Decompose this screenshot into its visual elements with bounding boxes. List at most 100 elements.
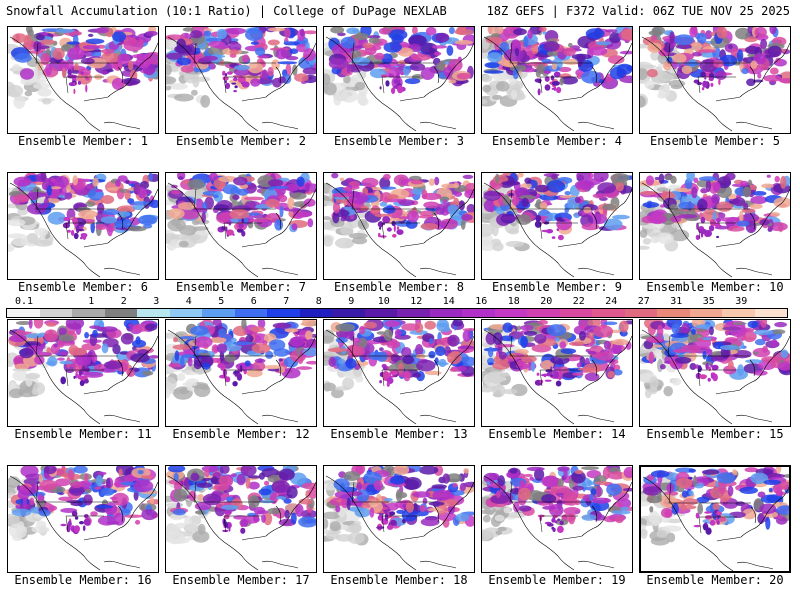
ensemble-member-caption: Ensemble Member: 20	[646, 573, 784, 587]
light-snow-area	[8, 233, 26, 239]
snowfall-area	[719, 54, 738, 67]
snowfall-area	[581, 514, 597, 521]
snowfall-area	[285, 350, 291, 354]
snowfall-area	[168, 362, 182, 368]
legend-swatch	[202, 309, 235, 317]
snowfall-area	[725, 173, 736, 181]
legend-swatch	[722, 309, 755, 317]
light-snow-area	[166, 376, 177, 391]
light-snow-area	[658, 73, 674, 82]
snowfall-area	[408, 35, 427, 47]
legend-tick-label: 18	[507, 296, 520, 307]
snowfall-area	[453, 191, 463, 197]
mountain-snow-area	[557, 224, 560, 228]
mountain-snow-area	[226, 229, 234, 236]
snowfall-area	[252, 361, 266, 372]
light-snow-area	[482, 384, 496, 393]
snowfall-area	[401, 347, 412, 358]
legend-swatch	[754, 309, 787, 317]
snowfall-area	[621, 28, 632, 41]
snowfall-area	[348, 491, 363, 496]
mountain-snow-area	[551, 87, 556, 90]
coastline	[325, 475, 474, 571]
snowfall-area	[761, 183, 774, 189]
snowfall-area	[226, 496, 234, 503]
ensemble-member-caption: Ensemble Member: 12	[172, 427, 310, 441]
map-title: Snowfall Accumulation (10:1 Ratio) | Col…	[6, 4, 447, 18]
snowfall-area	[38, 474, 43, 483]
ensemble-member-map	[481, 319, 633, 427]
snowfall-area	[732, 322, 747, 325]
mountain-snow-area	[704, 77, 707, 80]
snowfall-area	[428, 178, 435, 186]
light-snow-area	[657, 232, 674, 245]
snowfall-area	[112, 31, 127, 42]
snowfall-area	[741, 213, 760, 223]
snowfall-area	[194, 510, 206, 515]
light-snow-area	[27, 232, 39, 244]
snowfall-area	[250, 78, 261, 87]
snowfall-area	[91, 353, 98, 363]
mountain-snow-area	[76, 225, 80, 234]
snowfall-area	[177, 202, 197, 210]
legend-tick-label: 0.1	[14, 296, 34, 307]
snowfall-area	[750, 60, 758, 69]
snowfall-area	[672, 53, 687, 63]
legend-tick-label: 10	[377, 296, 390, 307]
snowfall-area	[741, 208, 756, 214]
snowfall-area	[258, 488, 272, 496]
snowfall-area	[543, 41, 560, 52]
snowfall-area	[141, 509, 158, 521]
light-snow-area	[166, 64, 172, 76]
snowfall-area	[250, 41, 259, 45]
legend-swatch	[689, 309, 722, 317]
snowfall-area	[411, 188, 425, 195]
snowfall-area	[487, 52, 503, 63]
mountain-snow-area	[716, 217, 721, 223]
snowfall-area	[558, 66, 572, 73]
snowfall-area	[606, 483, 622, 496]
snowfall-area	[614, 515, 624, 524]
snowfall-map-svg	[482, 27, 632, 132]
snowfall-area	[563, 47, 576, 57]
snowfall-area	[246, 369, 263, 378]
snowfall-area	[83, 494, 93, 506]
snowfall-area	[101, 48, 115, 54]
snowfall-area	[339, 177, 345, 182]
mountain-snow-area	[397, 85, 404, 94]
snowfall-area	[415, 354, 426, 359]
snowfall-area	[428, 351, 436, 359]
snowfall-area	[600, 76, 619, 90]
mountain-snow-area	[222, 529, 229, 533]
snowfall-area	[458, 200, 465, 211]
mountain-snow-area	[541, 229, 547, 232]
legend-swatch	[234, 309, 267, 317]
snowfall-area	[416, 359, 436, 372]
light-snow-area	[324, 528, 330, 534]
snowfall-area	[489, 201, 495, 213]
snowfall-area	[25, 473, 43, 481]
legend-tick-label: 12	[410, 296, 423, 307]
snowfall-area	[405, 501, 414, 513]
mountain-snow-area	[704, 230, 712, 237]
snowfall-area	[369, 507, 375, 518]
light-snow-area	[492, 94, 503, 100]
snowfall-area	[461, 214, 473, 221]
snowfall-area	[598, 79, 605, 84]
snowfall-area	[557, 478, 564, 487]
light-snow-area	[324, 235, 334, 247]
legend-swatch	[462, 309, 495, 317]
snowfall-area	[257, 55, 269, 59]
snowfall-area	[132, 204, 145, 210]
legend-labels: 0.1 1 2 3 4 5 6 7 8 9 10 12 14 16 18 20 22 24 27 31 35 39	[6, 296, 788, 307]
snowfall-area	[248, 495, 260, 509]
mountain-snow-area	[84, 367, 90, 373]
snowfall-map-svg	[166, 320, 316, 425]
mountain-snow-area	[718, 78, 721, 85]
snowfall-area	[279, 205, 284, 218]
snowfall-area	[67, 47, 85, 60]
snowfall-area	[542, 31, 547, 35]
mountain-snow-area	[80, 71, 84, 75]
mountain-snow-area	[535, 215, 542, 222]
snowfall-area	[775, 467, 782, 474]
